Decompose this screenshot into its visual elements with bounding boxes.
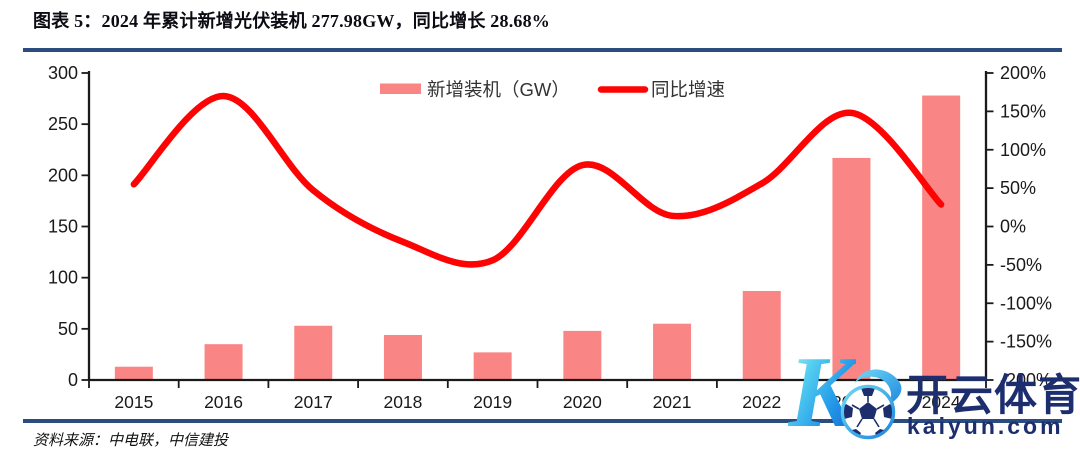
y-left-tick-label: 250: [48, 114, 78, 134]
y-right-tick-label: 50%: [1000, 178, 1036, 198]
legend-bar-swatch: [380, 83, 421, 94]
y-left-tick-label: 100: [48, 268, 78, 288]
y-left-tick-label: 300: [48, 63, 78, 83]
bar-2017: [294, 325, 333, 380]
x-label-2020: 2020: [563, 392, 602, 412]
source-note: 资料来源：中电联，中信建投: [33, 433, 229, 449]
x-label-2018: 2018: [383, 392, 422, 412]
legend-line-label: 同比增速: [651, 79, 725, 100]
footer-divider: [23, 419, 1062, 423]
x-label-2016: 2016: [204, 392, 243, 412]
x-label-2023: 2023: [832, 392, 871, 412]
y-right-tick-label: -50%: [1000, 255, 1042, 275]
y-right-tick-label: 150%: [1000, 101, 1046, 121]
y-right-tick-label: 100%: [1000, 140, 1046, 160]
bar-2015: [114, 366, 153, 380]
y-left-tick-label: 50: [58, 319, 78, 339]
growth-line: [130, 92, 945, 268]
y-left-tick-label: 200: [48, 165, 78, 185]
bar-2021: [653, 323, 692, 380]
x-label-2021: 2021: [653, 392, 692, 412]
x-label-2015: 2015: [114, 392, 153, 412]
legend-bar-label: 新增装机（GW）: [427, 79, 570, 100]
title-divider: [23, 48, 1062, 52]
x-label-2019: 2019: [473, 392, 512, 412]
x-label-2017: 2017: [294, 392, 333, 412]
bar-2023: [832, 157, 871, 380]
y-right-tick-label: 0%: [1000, 217, 1026, 237]
bar-2024: [922, 95, 961, 380]
bar-2022: [742, 290, 781, 380]
y-right-tick-label: -100%: [1000, 293, 1052, 313]
x-label-2024: 2024: [922, 392, 961, 412]
y-right-tick-label: -200%: [1000, 370, 1052, 390]
bar-2019: [473, 352, 512, 380]
figure-title: 图表 5：2024 年累计新增光伏装机 277.98GW，同比增长 28.68%: [33, 11, 550, 31]
y-right-tick-label: -150%: [1000, 332, 1052, 352]
y-left-tick-label: 150: [48, 217, 78, 237]
bar-2018: [383, 334, 422, 380]
y-right-tick-label: 200%: [1000, 63, 1046, 83]
bar-2016: [204, 344, 243, 380]
x-label-2022: 2022: [742, 392, 781, 412]
y-left-tick-label: 0: [68, 370, 78, 390]
bar-2020: [563, 330, 602, 380]
